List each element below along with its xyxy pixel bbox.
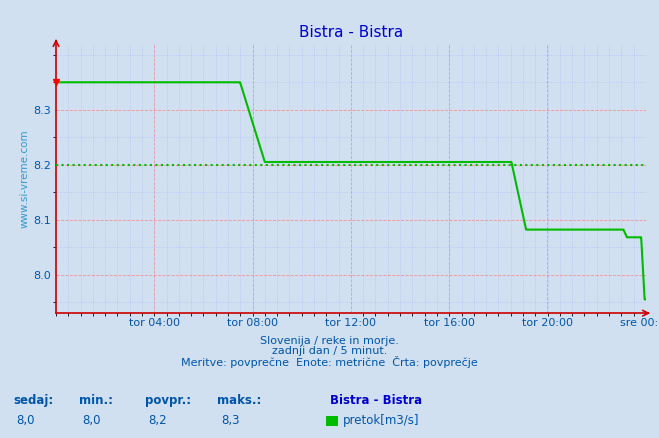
Text: zadnji dan / 5 minut.: zadnji dan / 5 minut. xyxy=(272,346,387,356)
Text: Bistra - Bistra: Bistra - Bistra xyxy=(330,394,422,407)
Text: pretok[m3/s]: pretok[m3/s] xyxy=(343,414,419,427)
Text: 8,0: 8,0 xyxy=(82,414,101,427)
Text: Slovenija / reke in morje.: Slovenija / reke in morje. xyxy=(260,336,399,346)
Text: min.:: min.: xyxy=(79,394,113,407)
Y-axis label: www.si-vreme.com: www.si-vreme.com xyxy=(19,129,29,228)
Text: 8,3: 8,3 xyxy=(221,414,239,427)
Text: povpr.:: povpr.: xyxy=(145,394,191,407)
Text: maks.:: maks.: xyxy=(217,394,262,407)
Text: Meritve: povprečne  Enote: metrične  Črta: povprečje: Meritve: povprečne Enote: metrične Črta:… xyxy=(181,356,478,367)
Title: Bistra - Bistra: Bistra - Bistra xyxy=(299,25,403,40)
Text: 8,0: 8,0 xyxy=(16,414,35,427)
Text: 8,2: 8,2 xyxy=(148,414,167,427)
Text: sedaj:: sedaj: xyxy=(13,394,53,407)
